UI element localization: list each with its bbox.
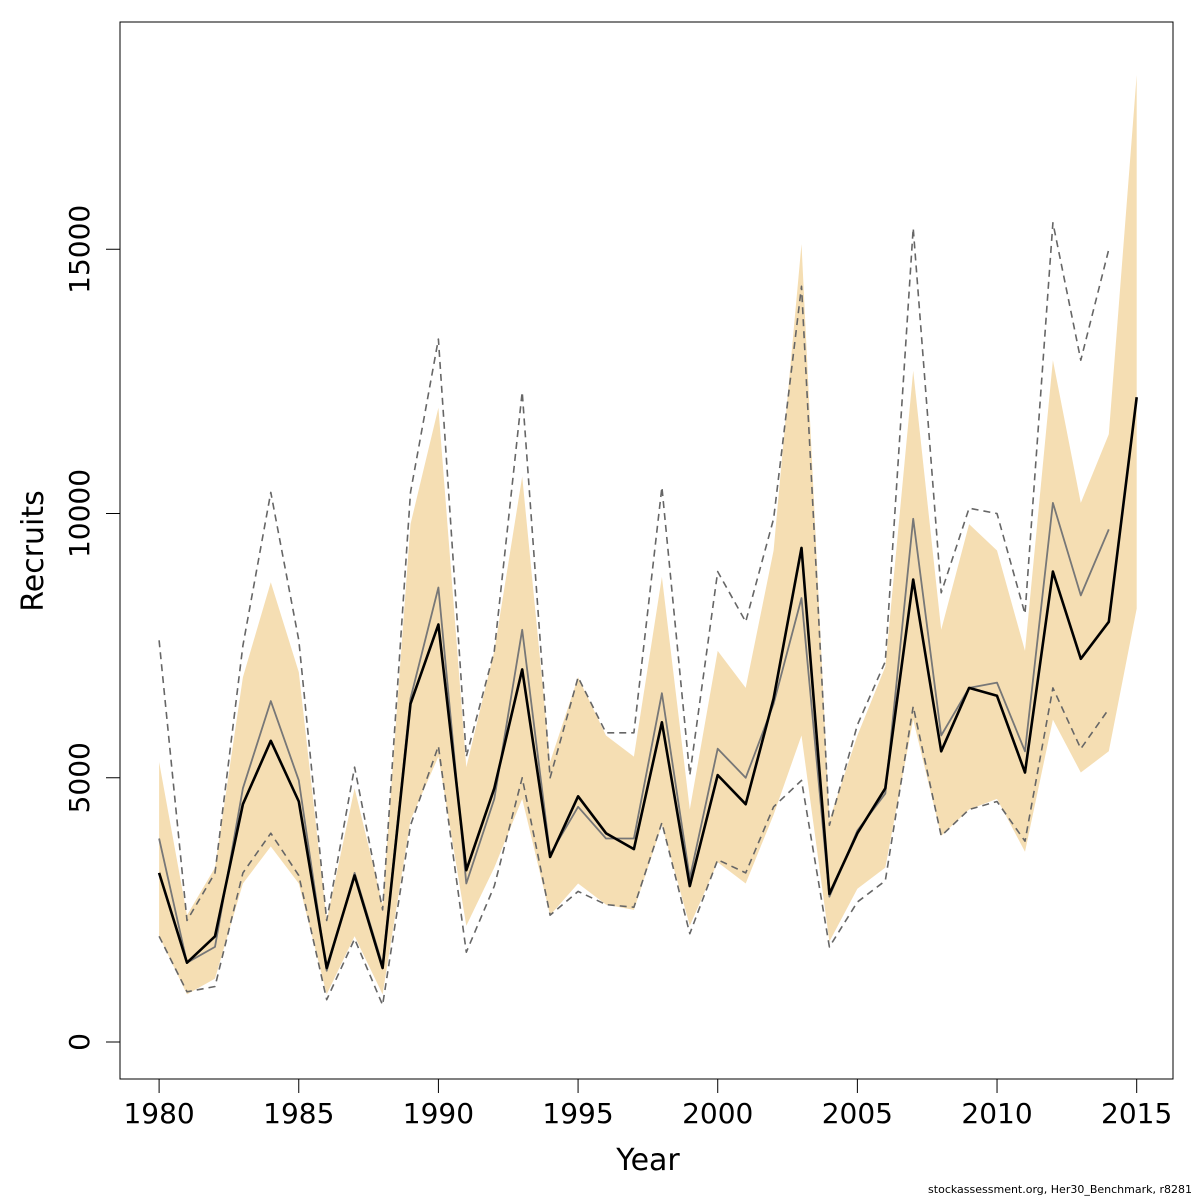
x-tick-label: 1980 bbox=[123, 1097, 194, 1130]
y-tick-label: 15000 bbox=[63, 205, 96, 294]
y-tick-label: 10000 bbox=[63, 469, 96, 558]
series-line-previous-upper bbox=[158, 222, 1110, 922]
confidence-band-layer bbox=[159, 74, 1137, 995]
x-axis: 1980 1985 1990 1995 2000 2005 2010 2015 bbox=[123, 1078, 1172, 1130]
x-axis-title: Year bbox=[615, 1143, 680, 1178]
series-layer bbox=[157, 222, 1138, 1006]
x-tick-label: 1995 bbox=[542, 1097, 613, 1130]
y-tick-label: 0 bbox=[63, 1033, 96, 1051]
plot-frame bbox=[119, 21, 1174, 1080]
x-tick-label: 2005 bbox=[822, 1097, 893, 1130]
y-axis: 0 5000 10000 15000 bbox=[63, 205, 121, 1051]
x-tick-label: 2000 bbox=[682, 1097, 753, 1130]
x-tick-label: 2010 bbox=[961, 1097, 1032, 1130]
series-line-estimate bbox=[157, 397, 1138, 970]
footer-credit: stockassessment.org, Her30_Benchmark, r8… bbox=[928, 1183, 1192, 1196]
x-tick-label: 2015 bbox=[1101, 1097, 1172, 1130]
y-tick-label: 5000 bbox=[63, 742, 96, 813]
series-line-previous-lower bbox=[158, 687, 1110, 1006]
x-tick-label: 1990 bbox=[403, 1097, 474, 1130]
confidence-band bbox=[159, 74, 1137, 995]
x-tick-label: 1985 bbox=[263, 1097, 334, 1130]
y-axis-title: Recruits bbox=[16, 490, 51, 612]
